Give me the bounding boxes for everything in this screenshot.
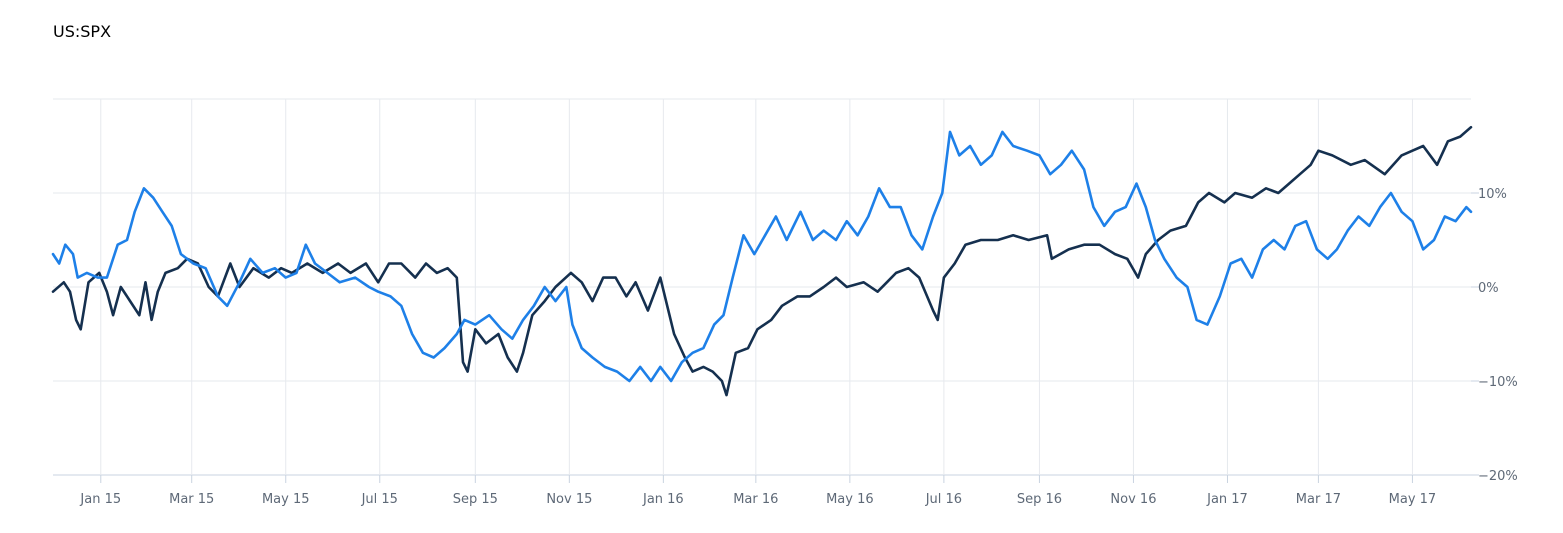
series-line-1: [51, 125, 1473, 397]
x-tick-label: May 15: [262, 492, 310, 507]
x-tick-label: Nov 16: [1110, 492, 1156, 507]
x-tick-label: Nov 15: [546, 492, 592, 507]
x-tick-label: Jan 15: [79, 492, 121, 507]
y-tick-label: −20%: [1478, 469, 1518, 484]
x-tick-label: Jan 17: [1206, 492, 1248, 507]
x-tick-label: Mar 17: [1296, 492, 1341, 507]
x-tick-label: Jul 16: [925, 492, 962, 507]
y-axis: 10% 0% −10% −20%: [1471, 187, 1518, 484]
x-tick-label: Sep 16: [1017, 492, 1062, 507]
y-tick-label: 0%: [1478, 281, 1499, 296]
y-tick-label: −10%: [1478, 375, 1518, 390]
series-lines: [51, 125, 1473, 397]
chart-title: US:SPX: [53, 22, 112, 41]
x-tick-label: Mar 16: [733, 492, 778, 507]
x-tick-label: May 16: [826, 492, 874, 507]
x-tick-label: Jul 15: [361, 492, 398, 507]
x-tick-label: Mar 15: [169, 492, 214, 507]
x-axis: Jan 15 Mar 15 May 15 Jul 15 Sep 15 Nov 15 Jan …: [79, 475, 1436, 507]
x-tick-label: May 17: [1389, 492, 1437, 507]
x-tick-label: Sep 15: [453, 492, 498, 507]
series-line-2: [51, 130, 1473, 383]
x-tick-label: Jan 16: [642, 492, 684, 507]
y-tick-label: 10%: [1478, 187, 1507, 202]
grid: [53, 98, 1471, 476]
